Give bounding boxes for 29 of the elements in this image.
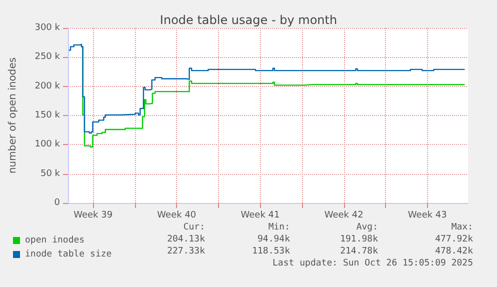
legend-label: open inodes — [25, 236, 85, 246]
text: Last update: Sun Oct 26 15:05:09 2025 — [272, 258, 473, 268]
text: 227.33k — [167, 246, 206, 256]
y-tick-label: 250 k — [34, 52, 61, 62]
text: Min: — [268, 222, 290, 232]
x-tick-label: Week 41 — [240, 210, 280, 220]
text: 204.13k — [167, 234, 206, 244]
y-tick-label: 150 k — [34, 110, 61, 120]
text: 94.94k — [257, 234, 291, 244]
x-tick-label: Week 40 — [157, 210, 196, 220]
text: Cur: — [183, 222, 205, 232]
text: 477.92k — [435, 234, 474, 244]
text: 214.78k — [340, 246, 379, 256]
x-tick-label: Week 39 — [74, 210, 113, 220]
x-tick-label: Week 42 — [324, 210, 364, 220]
y-tick-label: 100 k — [34, 140, 61, 150]
chart-title: Inode table usage - by month — [160, 13, 338, 27]
y-tick-label: 300 k — [34, 23, 61, 33]
legend-label: inode table size — [25, 250, 112, 260]
text: Avg: — [356, 222, 378, 232]
y-tick-label: 50 k — [40, 168, 61, 179]
text: 478.42k — [435, 246, 474, 256]
y-tick-label: 0 — [54, 198, 60, 208]
text: 118.53k — [252, 246, 291, 256]
text: 191.98k — [340, 234, 379, 244]
y-tick-label: 200 k — [34, 81, 61, 92]
y-axis-title: number of open inodes — [8, 57, 18, 174]
text: Max: — [451, 222, 473, 232]
x-tick-label: Week 43 — [408, 210, 447, 220]
